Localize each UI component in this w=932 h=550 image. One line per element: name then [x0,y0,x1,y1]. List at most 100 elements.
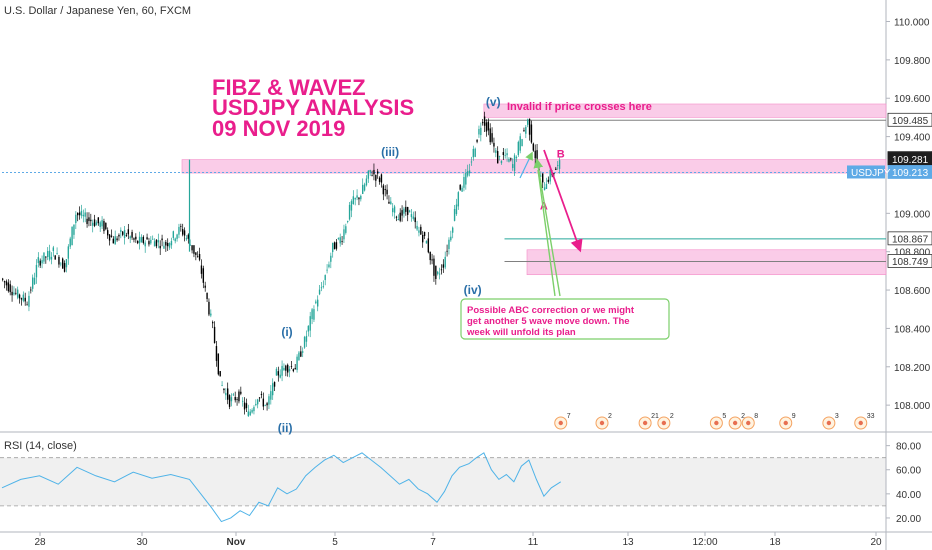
candle-down [542,173,544,183]
candle-down [260,393,263,395]
rsi-tick-label: 40.00 [896,490,921,501]
candle-up [452,227,454,233]
time-tick-label: 30 [136,537,148,548]
current-symbol-label: USDJPY [851,168,891,179]
candle-down [63,263,66,272]
candle-up [365,178,368,186]
candle-down [388,201,390,204]
candle-down [459,184,461,190]
candle-up [328,264,330,268]
scenario-note-border [460,298,670,340]
time-tick-label: 18 [769,537,781,548]
candle-up [348,204,351,220]
candle-up [457,192,460,207]
candle-down [26,304,28,306]
candle-down [258,397,261,399]
price-tick-label: 109.400 [894,133,931,144]
scenario-note-box[interactable]: Possible ABC correction or we might get … [460,298,670,340]
candle-up [519,136,521,151]
event-badge-count: 2 [741,413,745,420]
candle-up [472,148,475,158]
candle-up [242,400,244,402]
rsi-band-background [0,457,886,506]
candle-up [56,252,58,254]
candle-up [302,351,304,353]
candle-up [69,238,71,247]
candle-up [418,230,420,233]
candle-up [504,154,506,156]
price-tick-label: 109.800 [894,56,931,67]
candle-down [54,255,56,260]
candle-down [219,371,221,377]
candle-down [294,367,296,370]
candle-up [150,239,152,244]
candle-down [371,175,373,177]
candle-down [236,399,238,400]
event-badge-dot [858,420,863,426]
time-tick-label: 7 [430,537,436,548]
candle-down [2,278,4,280]
candle-down [384,189,386,191]
candle-up [360,195,362,200]
candle-up [350,201,353,211]
candle-down [217,353,220,375]
candle-down [287,364,289,373]
candle-down [187,234,190,239]
candle-down [528,118,531,135]
candle-up [41,260,43,264]
target-zone [526,249,887,276]
candle-up [356,195,358,198]
candle-up [13,292,15,295]
candle-up [168,243,171,248]
event-badge-dot [732,420,738,426]
candle-down [103,221,105,232]
scenario-note-line-2: get another 5 wave move down. The [467,316,630,327]
candle-down [182,229,184,235]
candle-up [157,240,160,243]
candle-down [212,322,214,324]
candle-down [243,402,246,410]
candle-up [393,206,396,213]
event-badge-dot [661,420,667,426]
rsi-tick-label: 80.00 [896,442,921,453]
candle-down [555,168,557,170]
candle-down [414,217,416,223]
candle-down [358,197,360,200]
candle-up [95,222,98,226]
analysis-title-line-3: 09 NOV 2019 [212,116,345,141]
candle-down [118,234,120,237]
candle-down [446,250,448,252]
candle-up [272,383,274,396]
price-label-text: 108.749 [892,257,929,268]
candle-down [146,237,148,240]
candle-up [474,148,476,157]
candle-down [45,256,47,258]
candle-down [86,218,88,224]
candle-up [60,263,62,265]
candle-down [204,285,206,288]
candle-up [185,237,188,240]
candle-up [543,187,546,191]
candle-down [487,121,490,131]
candle-up [144,242,146,247]
candle-down [245,403,248,409]
candle-down [423,232,426,236]
candle-up [50,256,53,260]
candle-down [401,210,403,216]
candle-up [189,244,191,246]
candle-up [257,399,259,405]
candle-up [525,126,527,134]
candle-down [90,219,92,222]
candle-down [431,259,433,261]
candle-down [375,175,377,181]
candle-up [174,238,176,242]
candle-up [363,184,366,191]
candle-up [221,385,223,387]
candle-up [84,212,86,217]
candle-up [410,214,413,218]
candle-down [200,265,203,274]
price-tick-label: 108.800 [894,248,931,259]
candle-down [197,256,199,258]
